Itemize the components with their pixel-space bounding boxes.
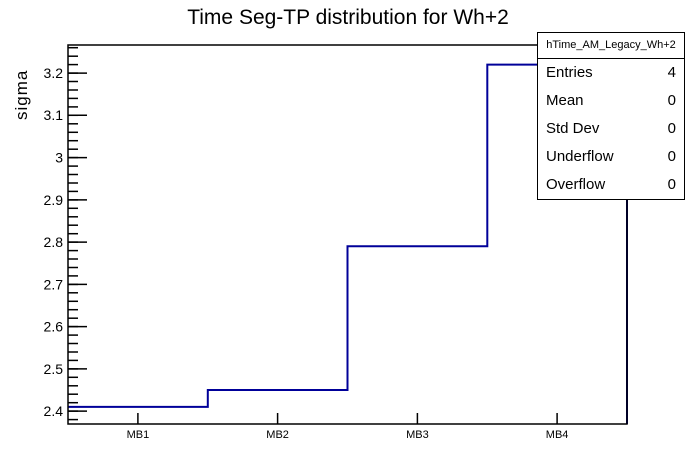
stats-row: Std Dev 0 (538, 115, 684, 143)
stats-row-value: 0 (667, 92, 676, 109)
stats-row-label: Mean (546, 92, 584, 109)
y-axis: 2.4 2.5 2.6 2.7 2.8 2.9 3 3.1 3.2 (44, 46, 87, 421)
y-tick-label: 3.1 (44, 107, 64, 123)
stats-row-label: Underflow (546, 148, 614, 165)
y-tick-label: 2.8 (44, 234, 64, 250)
stats-row: Mean 0 (538, 87, 684, 115)
y-tick-label: 3.2 (44, 65, 64, 81)
stats-box: hTime_AM_Legacy_Wh+2 Entries 4 Mean 0 Std De… (537, 32, 685, 200)
stats-row-value: 0 (667, 148, 676, 165)
y-tick-label: 2.6 (44, 319, 64, 335)
stats-row: Underflow 0 (538, 143, 684, 171)
plot-frame (67, 44, 628, 425)
x-tick-label: MB2 (266, 429, 289, 441)
chart-title: Time Seg-TP distribution for Wh+2 (187, 6, 509, 29)
stats-row-label: Overflow (546, 176, 606, 193)
stats-row-label: Entries (546, 64, 593, 81)
x-tick-label: MB3 (406, 429, 429, 441)
stats-box-title: hTime_AM_Legacy_Wh+2 (538, 33, 684, 59)
stats-row-label: Std Dev (546, 120, 600, 137)
y-tick-label: 3 (55, 150, 63, 166)
x-tick-label: MB1 (127, 429, 150, 441)
stats-row: Entries 4 (538, 59, 684, 87)
stats-row-value: 4 (667, 64, 676, 81)
stats-box-rows: Entries 4 Mean 0 Std Dev 0 Underflow 0 Overflow 0 (538, 59, 684, 199)
stats-row-value: 0 (667, 120, 676, 137)
x-axis: MB1 MB2 MB3 MB4 (127, 413, 569, 441)
stats-row: Overflow 0 (538, 171, 684, 199)
y-tick-label: 2.7 (44, 276, 64, 292)
y-tick-label: 2.4 (44, 403, 64, 419)
x-tick-label: MB4 (546, 429, 569, 441)
y-tick-label: 2.5 (44, 361, 64, 377)
y-tick-label: 2.9 (44, 192, 64, 208)
stats-row-value: 0 (667, 176, 676, 193)
